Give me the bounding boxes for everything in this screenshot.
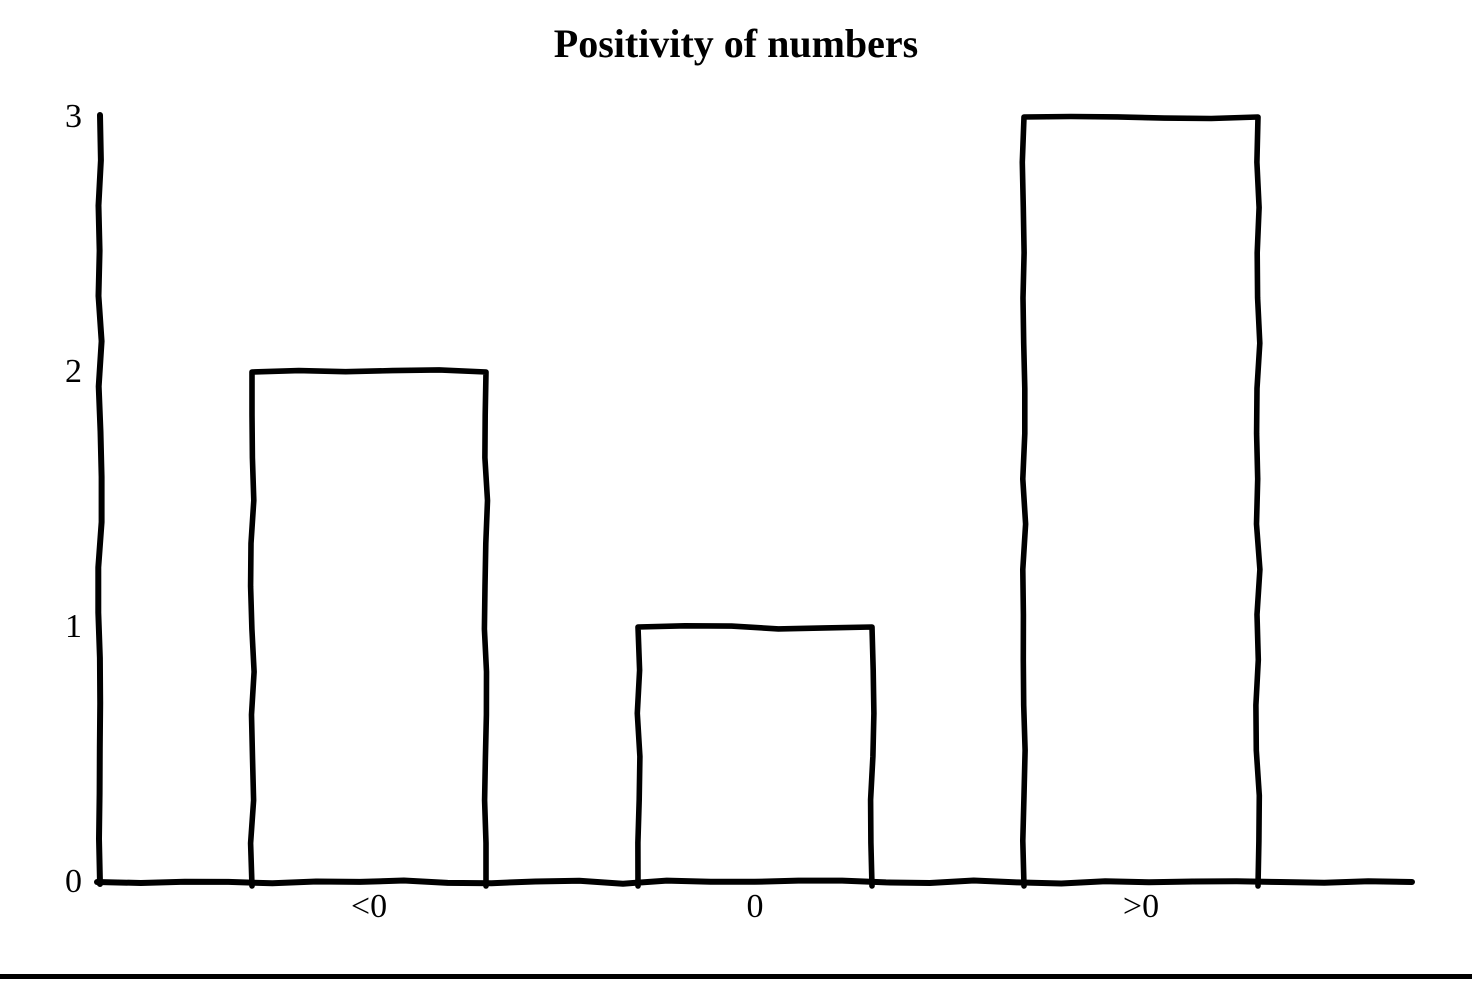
y-tick-label: 0 xyxy=(65,863,82,900)
y-tick-label: 3 xyxy=(65,98,82,135)
x-tick-label: >0 xyxy=(1123,888,1159,925)
page-bottom-border xyxy=(0,974,1472,979)
y-tick-label: 1 xyxy=(65,608,82,645)
bar xyxy=(634,623,877,889)
y-axis xyxy=(95,112,105,887)
x-tick-label: 0 xyxy=(747,888,764,925)
x-tick-label: <0 xyxy=(351,888,387,925)
bar xyxy=(247,367,491,889)
chart-title: Positivity of numbers xyxy=(553,21,919,66)
y-tick-label: 2 xyxy=(65,353,82,390)
bar xyxy=(1019,113,1263,889)
x-axis xyxy=(94,877,1415,887)
